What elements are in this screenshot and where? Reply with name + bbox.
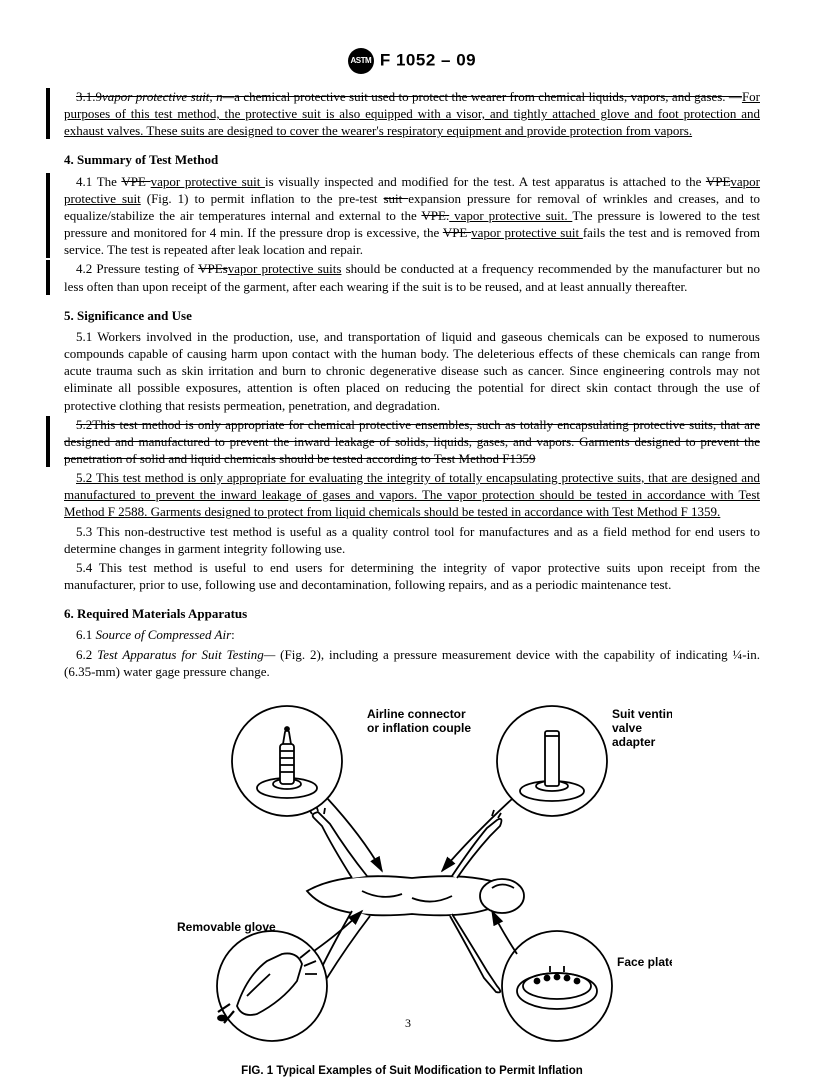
p42-a: 4.2 Pressure testing of [76,261,198,276]
heading-4: 4. Summary of Test Method [64,151,760,168]
p53: 5.3 This non-destructive test method is … [64,524,760,556]
p41-k: vapor protective suit. [449,208,572,223]
para-3-1-9: 3.1.9vapor protective suit, n—a chemical… [46,88,760,139]
para-5-4: 5.4 This test method is useful to end us… [64,559,760,593]
label-airline: Airline connectoror inflation couple [367,707,471,735]
para-5-2-old: 5.2This test method is only appropriate … [46,416,760,467]
figure-caption: FIG. 1 Typical Examples of Suit Modifica… [64,1064,760,1079]
p52new: 5.2 This test method is only appropriate… [64,470,760,519]
p61-a: 6.1 [76,627,96,642]
p51: 5.1 Workers involved in the production, … [64,329,760,413]
p41-m: VPE [443,225,471,240]
para-6-1: 6.1 Source of Compressed Air: [64,626,760,643]
p54: 5.4 This test method is useful to end us… [64,560,760,592]
p41-j: VPE. [421,208,449,223]
p41-e: VPE [706,174,731,189]
label-glove: Removable glove [177,920,276,934]
p42-b: VPEs [198,261,228,276]
label-venting: Suit ventingvalveadapter [612,707,672,749]
figure-svg: Airline connectoror inflation couple Sui… [152,696,672,1056]
para-5-3: 5.3 This non-destructive test method is … [64,523,760,557]
astm-logo: ASTM [348,48,374,74]
label-faceplate: Face plate seal [617,955,672,969]
page-number: 3 [0,1016,816,1032]
p41-a: 4.1 The [76,174,121,189]
p42-c: vapor protective suits [228,261,342,276]
page-header: ASTM F 1052 – 09 [64,48,760,74]
designation: F 1052 – 09 [380,50,476,69]
para-5-2-new: 5.2 This test method is only appropriate… [64,469,760,520]
p319-num: 3.1.9 [76,89,102,104]
p41-h: suit [383,191,408,206]
p41-d: is visually inspected and modified for t… [265,174,706,189]
p62-b: Test Apparatus for Suit Testing— [97,647,280,662]
heading-5: 5. Significance and Use [64,307,760,324]
p52old: 5.2This test method is only appropriate … [64,417,760,466]
p41-c: vapor protective suit [151,174,265,189]
p41-b: VPE [121,174,150,189]
p319-term: vapor protective suit, n— [102,89,234,104]
p41-n: vapor protective suit [471,225,583,240]
p319-deleted: a chemical protective suit used to prote… [234,89,742,104]
p61-b: Source of Compressed Air [96,627,232,642]
p41-g: (Fig. 1) to permit inflation to the pre-… [141,191,384,206]
heading-6: 6. Required Materials Apparatus [64,605,760,622]
p62-a: 6.2 [76,647,97,662]
p61-c: : [231,627,235,642]
para-5-1: 5.1 Workers involved in the production, … [64,328,760,414]
para-4-1: 4.1 The VPE vapor protective suit is vis… [46,173,760,259]
para-6-2: 6.2 Test Apparatus for Suit Testing— (Fi… [64,646,760,680]
para-4-2: 4.2 Pressure testing of VPEsvapor protec… [46,260,760,294]
